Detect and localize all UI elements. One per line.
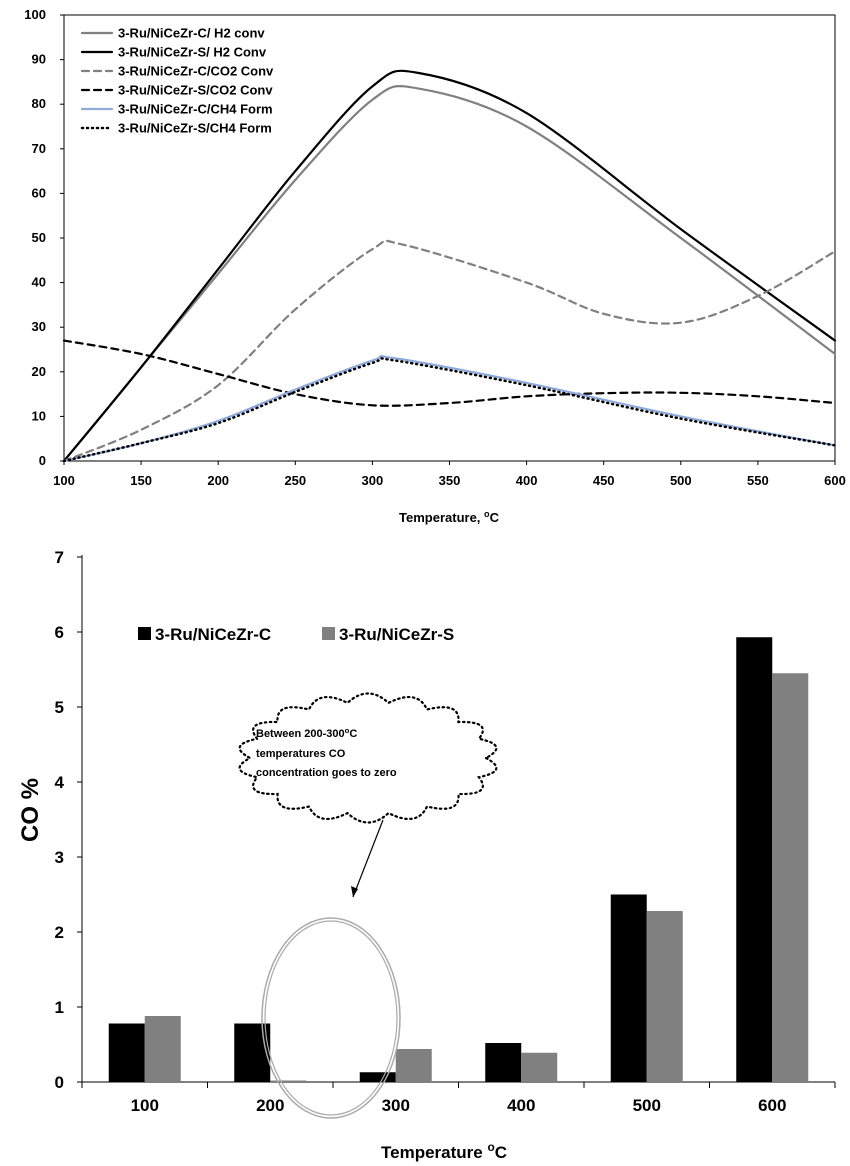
x-tick-label: 100 (53, 473, 75, 488)
bar-series-1-200 (234, 1023, 271, 1082)
y-tick-label: 3 (55, 848, 64, 867)
line-chart: 100 150 200 250 300 350 400 450 500 550 600 0 10 20 3… (24, 7, 846, 525)
y-tick-label: 100 (24, 7, 46, 22)
bar-series-2-500 (646, 911, 683, 1082)
bar-series-1-500 (610, 894, 647, 1082)
bar-series-1-100 (108, 1023, 145, 1082)
x-tick-label: 600 (824, 473, 846, 488)
y-tick-label: 40 (32, 275, 46, 290)
legend-swatch-1 (138, 627, 151, 640)
annotation-ring-outer (261, 917, 401, 1119)
bar-series-1-400 (485, 1043, 522, 1082)
x-tick-label: 500 (633, 1096, 661, 1115)
legend-label-6: 3-Ru/NiCeZr-S/CH4 Form (118, 121, 272, 136)
bar-series-1-600 (736, 637, 773, 1082)
legend-label-2: 3-Ru/NiCeZr-S (339, 625, 454, 644)
legend-label-4: 3-Ru/NiCeZr-S/CO2 Conv (118, 83, 273, 98)
x-tick-label: 150 (130, 473, 152, 488)
bar-series-1-300 (359, 1072, 396, 1082)
x-tick-label: 300 (362, 473, 384, 488)
legend-label-3: 3-Ru/NiCeZr-C/CO2 Conv (118, 64, 274, 79)
y-tick-label: 20 (32, 364, 46, 379)
x-tick-label: 200 (207, 473, 229, 488)
annotation-arrow (352, 819, 384, 898)
annotation-ring-inner (264, 920, 398, 1116)
x-tick-label: 500 (670, 473, 692, 488)
bar-series-2-600 (772, 673, 809, 1082)
y-tick-label: 30 (32, 319, 46, 334)
y-tick-label: 80 (32, 96, 46, 111)
bar-chart-x-axis-label: Temperature oC (381, 1140, 507, 1162)
bar-chart-y-axis-label: CO % (17, 778, 44, 842)
x-tick-label: 400 (507, 1096, 535, 1115)
legend-label-1: 3-Ru/NiCeZr-C/ H2 conv (118, 26, 265, 41)
bar-series-2-400 (521, 1052, 558, 1082)
annotation-text: Between 200-300oC (256, 726, 357, 740)
series-line-5 (62, 355, 837, 463)
y-tick-label: 7 (55, 548, 64, 567)
x-tick-label: 200 (256, 1096, 284, 1115)
legend-label-2: 3-Ru/NiCeZr-S/ H2 Conv (118, 45, 267, 60)
bar-series-2-200 (270, 1080, 307, 1082)
x-tick-label: 350 (439, 473, 461, 488)
x-tick-label: 400 (516, 473, 538, 488)
legend-label-1: 3-Ru/NiCeZr-C (155, 625, 271, 644)
x-tick-label: 300 (382, 1096, 410, 1115)
y-tick-label: 4 (55, 773, 65, 792)
x-tick-label: 250 (284, 473, 306, 488)
y-tick-label: 6 (55, 623, 64, 642)
x-tick-label: 100 (131, 1096, 159, 1115)
series-line-6 (62, 357, 837, 463)
series-line-3 (62, 239, 837, 463)
y-tick-label: 10 (32, 408, 46, 423)
x-tick-label: 450 (593, 473, 615, 488)
y-tick-label: 90 (32, 52, 46, 67)
bar-series-2-100 (144, 1016, 181, 1082)
y-tick-label: 0 (55, 1073, 64, 1092)
legend-swatch-2 (322, 627, 335, 640)
annotation-arrowhead (351, 886, 358, 897)
annotation-text-line-3: concentration goes to zero (256, 767, 397, 779)
x-tick-label: 600 (758, 1096, 786, 1115)
series-line-1 (62, 85, 837, 463)
series-line-2 (62, 69, 837, 463)
bar-series-2-300 (395, 1049, 432, 1082)
x-tick-label: 550 (747, 473, 769, 488)
y-tick-label: 50 (32, 230, 46, 245)
y-tick-label: 1 (55, 998, 64, 1017)
annotation-text-line-2: temperatures CO (256, 748, 346, 760)
y-tick-label: 60 (32, 185, 46, 200)
y-tick-label: 5 (55, 698, 64, 717)
annotation-cloud (238, 692, 498, 824)
bar-chart: 0 1 2 3 4 5 6 7 100 200 300 400 500 600 3-Ru/NiCeZr-… (17, 548, 836, 1162)
y-tick-label: 2 (55, 923, 64, 942)
legend-label-5: 3-Ru/NiCeZr-C/CH4 Form (118, 102, 273, 117)
y-tick-label: 0 (39, 453, 46, 468)
series-line-4 (62, 339, 837, 407)
line-chart-x-axis-label: Temperature, oC (399, 509, 500, 525)
y-tick-label: 70 (32, 141, 46, 156)
